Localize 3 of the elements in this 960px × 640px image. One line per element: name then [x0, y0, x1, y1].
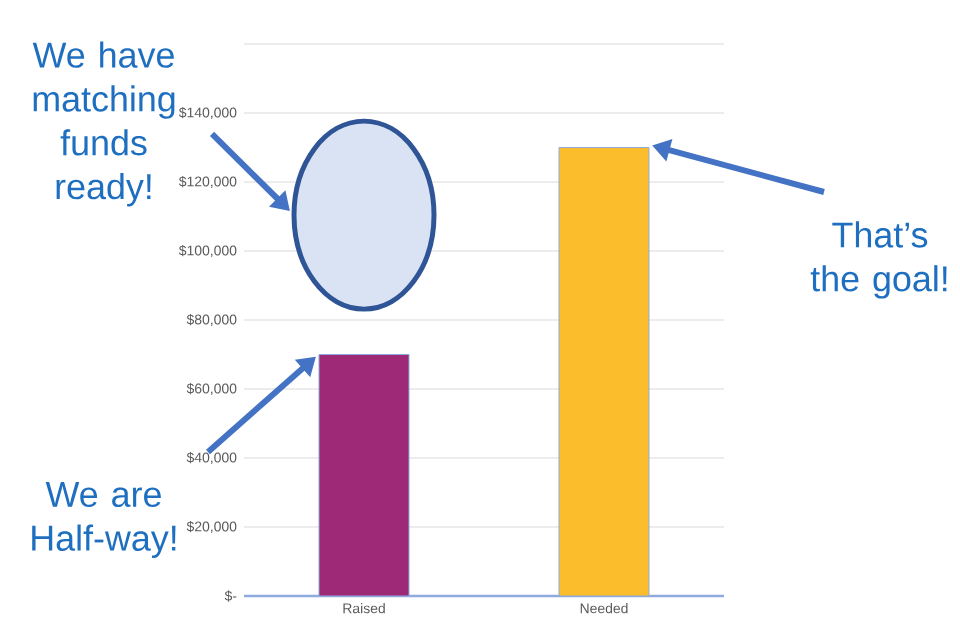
text: That’s the goal! — [810, 221, 947, 299]
text: We are Half-way! — [32, 482, 176, 558]
text: We have matching funds ready! — [32, 41, 175, 207]
